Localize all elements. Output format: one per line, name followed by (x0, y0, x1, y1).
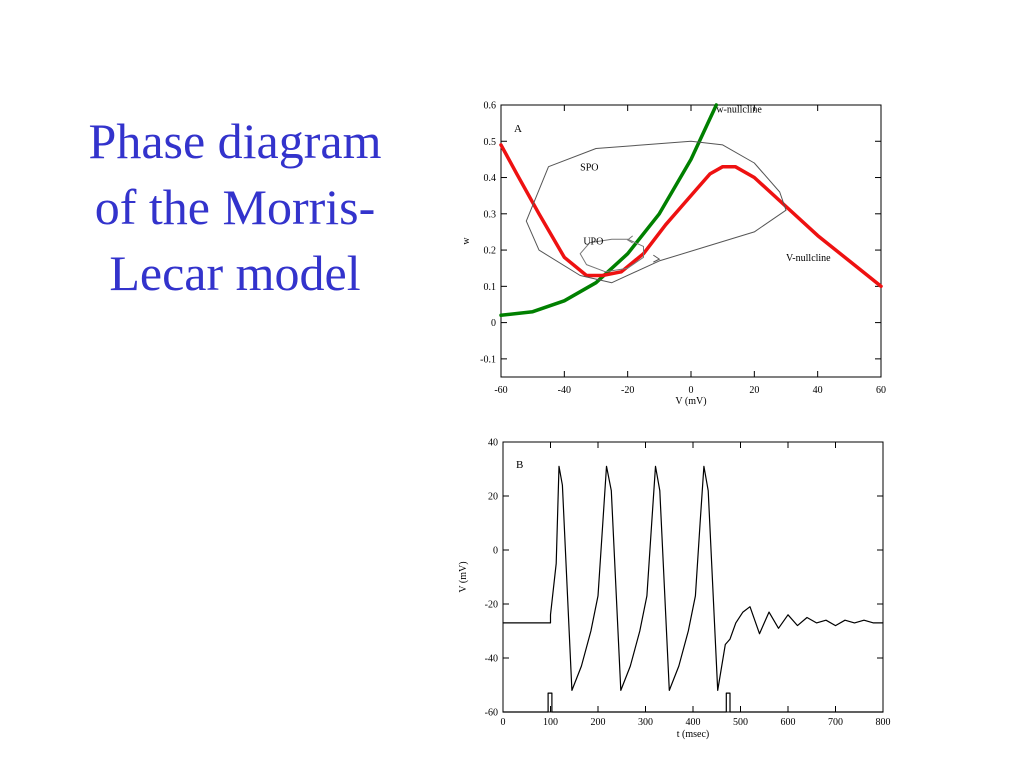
charta-annotation-upo: UPO (583, 237, 603, 248)
charta-y-axis-title: w (461, 237, 472, 245)
charta-series-v-nullcline (499, 143, 883, 289)
chartb-xtick-label: 200 (591, 717, 606, 728)
chartb-xtick-label: 600 (781, 717, 796, 728)
chartb-ytick-label: -20 (485, 600, 498, 611)
chartb-xtick-label: 800 (876, 717, 891, 728)
charta-ytick-label: 0.2 (484, 246, 497, 257)
charta-ytick-label: 0.3 (484, 209, 497, 220)
charta-ytick-label: 0.4 (484, 173, 497, 184)
charta-series-spo (525, 140, 787, 284)
charta-xtick-label: 40 (813, 385, 823, 396)
charta-xtick-label: -60 (494, 385, 507, 396)
charta-series-upo (579, 238, 644, 273)
chartb-ytick-label: 0 (493, 546, 498, 557)
charta-ytick-label: 0.6 (484, 101, 497, 112)
chartb-panel-label: B (516, 459, 523, 471)
chartb-x-axis-title: t (msec) (677, 729, 710, 740)
chartb-xtick-label: 300 (638, 717, 653, 728)
charta-annotation-v-nullcline: V-nullcline (786, 253, 831, 264)
charta-ytick-label: 0 (491, 318, 496, 329)
chartb-xtick-label: 0 (501, 717, 506, 728)
chartb-xtick-label: 700 (828, 717, 843, 728)
chartb-series-series-1 (502, 692, 884, 713)
charta-ytick-label: -0.1 (480, 354, 496, 365)
chartb-plot-frame (502, 441, 884, 713)
charta-upo-arrow (626, 235, 633, 244)
charta-xtick-label: 60 (876, 385, 886, 396)
charta-xtick-label: 20 (749, 385, 759, 396)
chartb-y-axis-title: V (mV) (458, 561, 469, 592)
charta-xtick-label: -20 (621, 385, 634, 396)
chartb-ytick-label: 40 (488, 438, 498, 449)
title-line-1: Phase diagram (88, 113, 382, 169)
slide-title: Phase diagram of the Morris- Lecar model (40, 108, 430, 306)
chartb-xtick-label: 500 (733, 717, 748, 728)
chartb-xtick-label: 400 (686, 717, 701, 728)
chartb-series-series-0 (502, 465, 884, 692)
charta-ytick-label: 0.1 (484, 282, 497, 293)
chartb-ytick-label: -40 (485, 654, 498, 665)
chartb-ytick-label: 20 (488, 492, 498, 503)
chartb-ytick-label: -60 (485, 708, 498, 719)
charta-xtick-label: -40 (558, 385, 571, 396)
charta-annotation-spo: SPO (580, 162, 598, 173)
charta-x-axis-title: V (mV) (675, 396, 706, 407)
charta-series-w-nullcline (499, 103, 719, 318)
charta-ytick-label: 0.5 (484, 137, 497, 148)
charta-xtick-label: 0 (689, 385, 694, 396)
title-line-3: Lecar model (109, 245, 361, 301)
charta-annotation-w-nullcline: w-nullcline (716, 104, 762, 115)
charta-spo-arrow (653, 254, 661, 263)
title-line-2: of the Morris- (94, 179, 376, 235)
chartb-xtick-label: 100 (543, 717, 558, 728)
charta-panel-label: A (514, 123, 522, 135)
